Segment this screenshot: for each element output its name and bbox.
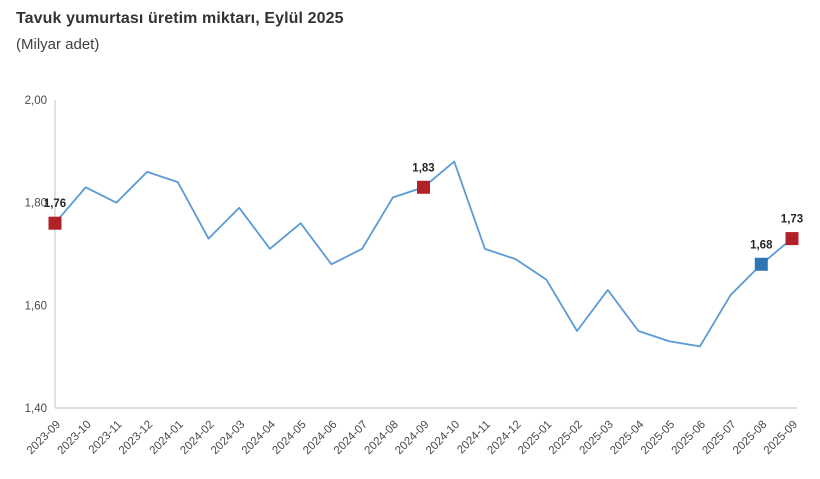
x-tick-label: 2025-09 bbox=[762, 419, 800, 457]
y-tick-label: 1,40 bbox=[25, 403, 47, 415]
data-marker-2025-09 bbox=[785, 232, 799, 246]
data-label-2024-09: 1,83 bbox=[412, 162, 434, 174]
data-label-2023-09: 1,76 bbox=[44, 198, 66, 210]
y-tick-label: 1,80 bbox=[25, 198, 47, 210]
x-tick-label: 2024-10 bbox=[424, 419, 462, 457]
data-marker-2023-09 bbox=[48, 216, 62, 230]
data-label-2025-08: 1,68 bbox=[750, 239, 773, 251]
data-marker-2025-08 bbox=[754, 257, 768, 271]
data-marker-2024-09 bbox=[417, 180, 430, 194]
y-tick-label: 2,00 bbox=[25, 95, 47, 107]
data-label-2025-09: 1,73 bbox=[781, 214, 803, 226]
y-tick-label: 1,60 bbox=[25, 300, 47, 312]
chart-title: Tavuk yumurtası üretim miktarı, Eylül 20… bbox=[16, 10, 344, 27]
x-tick-label: 2023-10 bbox=[55, 419, 93, 457]
chart-subtitle: (Milyar adet) bbox=[16, 36, 100, 53]
